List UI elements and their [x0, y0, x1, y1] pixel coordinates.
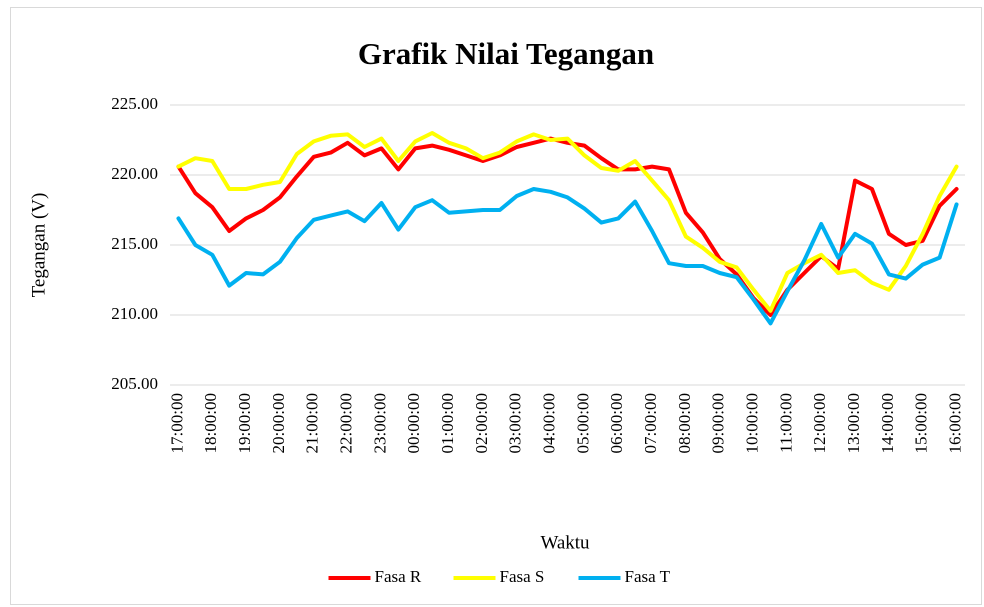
- legend-label: Fasa R: [375, 567, 422, 586]
- x-axis-title: Waktu: [540, 532, 590, 553]
- chart-title: Grafik Nilai Tegangan: [358, 36, 654, 71]
- x-tick-label: 19:00:00: [235, 393, 254, 453]
- x-tick-label: 12:00:00: [810, 393, 829, 453]
- x-tick-label: 08:00:00: [675, 393, 694, 453]
- x-tick-label: 17:00:00: [167, 393, 186, 453]
- x-tick-label: 03:00:00: [506, 393, 525, 453]
- x-tick-label: 18:00:00: [201, 393, 220, 453]
- x-tick-label: 21:00:00: [303, 393, 322, 453]
- series-line: [176, 131, 959, 313]
- x-tick-label: 10:00:00: [742, 393, 761, 453]
- legend-label: Fasa T: [625, 567, 671, 586]
- y-tick-label: 225.00: [111, 94, 158, 113]
- y-tick-label: 215.00: [111, 234, 158, 253]
- chart-border: [10, 7, 982, 605]
- x-tick-label: 20:00:00: [269, 393, 288, 453]
- x-tick-label: 11:00:00: [776, 393, 795, 453]
- x-tick-label: 06:00:00: [607, 393, 626, 453]
- x-tick-label: 00:00:00: [404, 393, 423, 453]
- x-tick-label: 02:00:00: [472, 393, 491, 453]
- x-tick-label: 09:00:00: [709, 393, 728, 453]
- x-tick-label: 07:00:00: [641, 393, 660, 453]
- x-tick-label: 15:00:00: [912, 393, 931, 453]
- y-tick-label: 210.00: [111, 304, 158, 323]
- legend-label: Fasa S: [500, 567, 545, 586]
- x-tick-label: 13:00:00: [844, 393, 863, 453]
- y-tick-label: 220.00: [111, 164, 158, 183]
- y-axis-title: Tegangan (V): [28, 193, 49, 298]
- y-tick-label: 205.00: [111, 374, 158, 393]
- x-tick-label: 14:00:00: [878, 393, 897, 453]
- x-tick-label: 01:00:00: [438, 393, 457, 453]
- x-tick-label: 05:00:00: [573, 393, 592, 453]
- x-tick-label: 22:00:00: [337, 393, 356, 453]
- x-tick-label: 04:00:00: [539, 393, 558, 453]
- x-tick-label: 23:00:00: [370, 393, 389, 453]
- series-line: [176, 187, 959, 326]
- x-tick-label: 16:00:00: [945, 393, 964, 453]
